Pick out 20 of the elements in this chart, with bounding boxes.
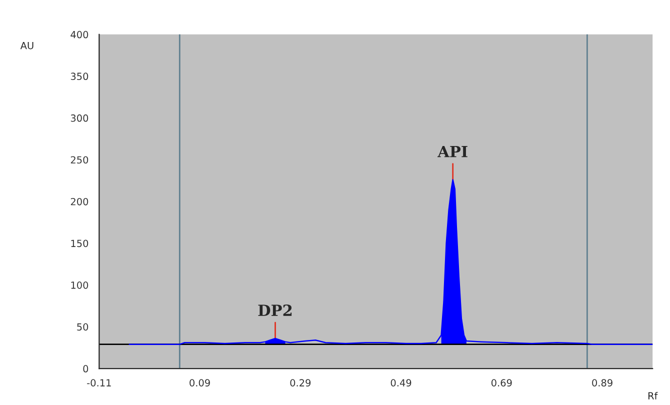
- y-tick-label: 350: [70, 72, 88, 80]
- y-axis-title: AU: [20, 42, 34, 50]
- annotation: API: [437, 146, 468, 158]
- y-tick-label: 50: [77, 323, 88, 331]
- y-tick-label: 0: [83, 365, 88, 372]
- y-tick-label: 200: [70, 198, 88, 206]
- y-tick-label: 150: [71, 240, 88, 248]
- line-series: [128, 179, 653, 345]
- y-tick-label: 100: [71, 281, 88, 289]
- x-axis-title: Rf: [648, 392, 658, 400]
- y-tick-label: 250: [70, 156, 88, 164]
- x-tick-label: 0.69: [491, 379, 512, 386]
- x-tick-label: 0.89: [592, 379, 612, 386]
- y-tick-label: 300: [70, 114, 88, 122]
- x-tick-label: 0.29: [290, 379, 311, 386]
- annotation: DP2: [258, 304, 292, 316]
- y-tick-label: 400: [70, 30, 88, 38]
- x-tick-label: 0.09: [190, 379, 210, 386]
- x-tick-label: 0.49: [390, 379, 412, 386]
- x-tick-label: -0.11: [87, 379, 111, 386]
